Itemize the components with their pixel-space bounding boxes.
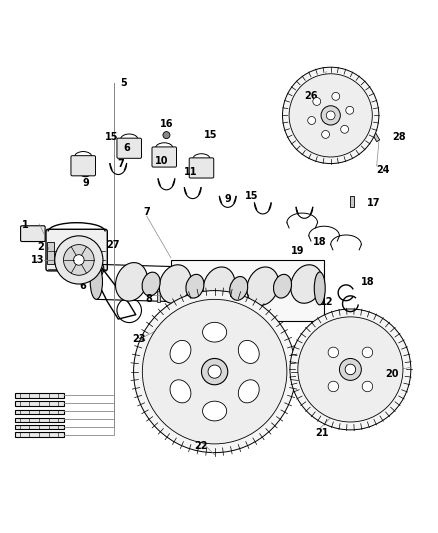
- Circle shape: [346, 107, 353, 114]
- Circle shape: [313, 98, 321, 106]
- Text: 22: 22: [195, 441, 208, 451]
- Ellipse shape: [203, 267, 235, 305]
- Ellipse shape: [238, 341, 259, 364]
- Text: 19: 19: [291, 246, 304, 256]
- Text: 28: 28: [392, 132, 406, 142]
- Ellipse shape: [90, 264, 102, 300]
- Text: 18: 18: [361, 277, 375, 287]
- FancyBboxPatch shape: [171, 260, 324, 321]
- Ellipse shape: [186, 274, 204, 298]
- Ellipse shape: [247, 267, 279, 305]
- Text: 5: 5: [120, 77, 127, 87]
- FancyBboxPatch shape: [15, 410, 64, 414]
- FancyBboxPatch shape: [15, 425, 64, 430]
- Ellipse shape: [238, 380, 259, 403]
- Bar: [350, 197, 354, 207]
- Text: 6: 6: [80, 281, 87, 291]
- Text: 10: 10: [155, 156, 169, 166]
- Ellipse shape: [202, 322, 227, 342]
- Circle shape: [283, 67, 379, 164]
- Ellipse shape: [230, 277, 248, 300]
- Text: 14: 14: [88, 264, 101, 273]
- Bar: [47, 243, 54, 264]
- Text: 17: 17: [367, 198, 381, 208]
- Text: 21: 21: [315, 428, 328, 438]
- Circle shape: [332, 92, 340, 100]
- Text: 1: 1: [22, 220, 28, 230]
- FancyBboxPatch shape: [189, 158, 214, 178]
- Circle shape: [339, 359, 361, 381]
- Text: 24: 24: [377, 165, 390, 175]
- Circle shape: [321, 131, 329, 139]
- FancyBboxPatch shape: [152, 147, 177, 167]
- Text: 18: 18: [313, 237, 327, 247]
- Bar: [318, 407, 331, 420]
- Ellipse shape: [142, 272, 160, 296]
- Circle shape: [362, 381, 373, 392]
- Circle shape: [134, 290, 296, 453]
- FancyBboxPatch shape: [15, 393, 64, 398]
- Text: 9: 9: [82, 178, 89, 188]
- Circle shape: [321, 106, 340, 125]
- Circle shape: [201, 359, 228, 385]
- Circle shape: [328, 381, 339, 392]
- Ellipse shape: [170, 380, 191, 403]
- Circle shape: [341, 125, 349, 133]
- FancyBboxPatch shape: [15, 400, 64, 406]
- FancyBboxPatch shape: [15, 418, 64, 422]
- Ellipse shape: [170, 341, 191, 364]
- Circle shape: [74, 255, 84, 265]
- Circle shape: [163, 132, 170, 139]
- Text: 15: 15: [245, 191, 258, 201]
- FancyBboxPatch shape: [21, 226, 45, 241]
- Text: 7: 7: [117, 159, 124, 168]
- FancyBboxPatch shape: [46, 229, 107, 271]
- Circle shape: [326, 111, 335, 120]
- Text: 27: 27: [106, 240, 120, 249]
- Text: 6: 6: [124, 143, 131, 154]
- Ellipse shape: [159, 265, 191, 303]
- Circle shape: [289, 74, 372, 157]
- Bar: [157, 290, 160, 302]
- Circle shape: [142, 300, 287, 444]
- Text: 7: 7: [143, 207, 150, 217]
- Circle shape: [154, 327, 161, 334]
- Circle shape: [345, 364, 356, 375]
- Ellipse shape: [273, 274, 292, 298]
- Circle shape: [298, 317, 403, 422]
- Text: 2: 2: [37, 242, 44, 252]
- Circle shape: [64, 245, 94, 275]
- FancyBboxPatch shape: [117, 138, 141, 158]
- Circle shape: [290, 309, 411, 430]
- Bar: [372, 132, 380, 142]
- Text: 15: 15: [105, 132, 118, 142]
- Ellipse shape: [314, 272, 325, 305]
- Text: 20: 20: [385, 369, 399, 379]
- Text: 26: 26: [304, 91, 318, 101]
- Ellipse shape: [202, 401, 227, 421]
- Text: 13: 13: [31, 255, 44, 265]
- Text: 15: 15: [204, 130, 217, 140]
- Circle shape: [55, 236, 103, 284]
- Text: 9: 9: [224, 193, 231, 204]
- Text: 11: 11: [184, 167, 197, 177]
- Circle shape: [328, 347, 339, 358]
- Text: 8: 8: [145, 294, 152, 304]
- Circle shape: [308, 117, 316, 124]
- Circle shape: [362, 347, 373, 358]
- Circle shape: [208, 365, 221, 378]
- Text: 16: 16: [160, 118, 173, 128]
- Text: 23: 23: [133, 334, 146, 344]
- Text: 12: 12: [320, 296, 333, 306]
- Ellipse shape: [116, 263, 147, 301]
- Ellipse shape: [291, 265, 322, 303]
- FancyBboxPatch shape: [71, 156, 95, 176]
- FancyBboxPatch shape: [15, 432, 64, 437]
